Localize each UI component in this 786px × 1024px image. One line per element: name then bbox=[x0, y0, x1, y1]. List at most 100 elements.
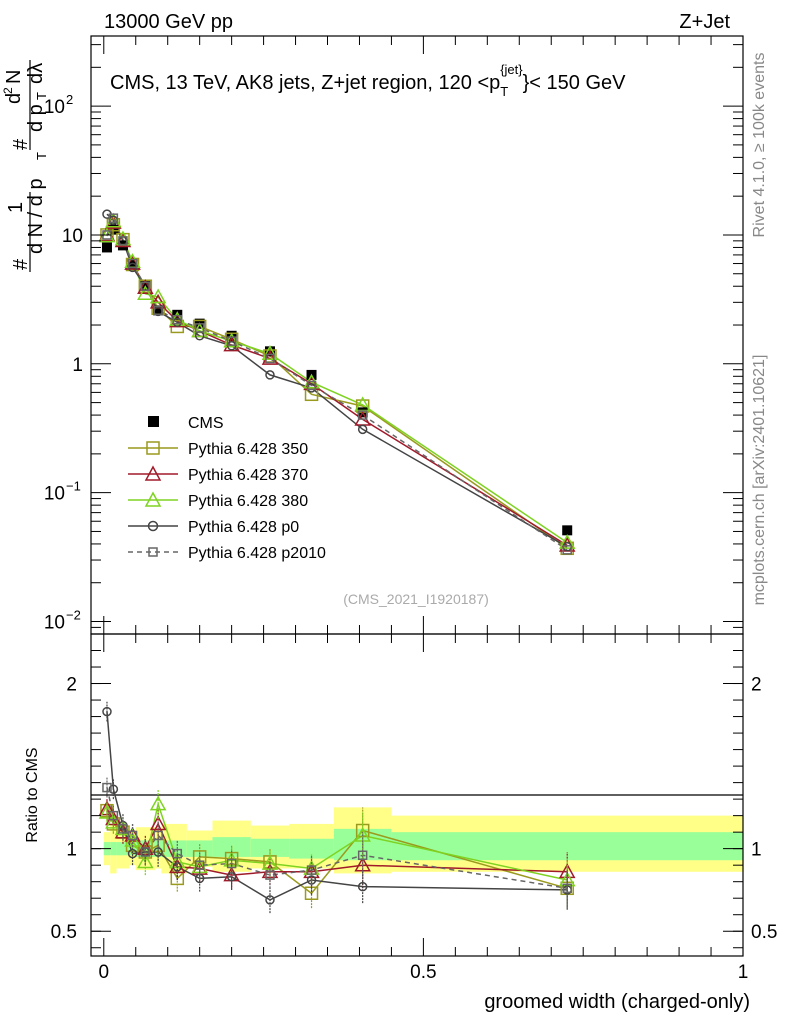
uncertainty-band-stat bbox=[110, 842, 117, 856]
ratio-ytick-label-right: 1 bbox=[751, 840, 762, 861]
ylabel-n: N bbox=[3, 70, 25, 84]
cms-data-point bbox=[562, 525, 573, 536]
point-p2010 bbox=[306, 380, 317, 391]
watermark: (CMS_2021_I1920187) bbox=[343, 591, 489, 607]
point-p2010 bbox=[153, 305, 163, 316]
ylabel-t2: T bbox=[34, 92, 49, 100]
ylabel-one: 1 bbox=[5, 202, 27, 213]
ratio-point-p2010 bbox=[102, 782, 112, 793]
legend-label-p0: Pythia 6.428 p0 bbox=[188, 519, 299, 536]
ratio-point-p2010 bbox=[140, 847, 151, 857]
ratio-point-p380 bbox=[137, 853, 154, 869]
main-ytick-label: 1 bbox=[72, 355, 83, 376]
ylabel-t1: T bbox=[34, 152, 49, 160]
point-p2010 bbox=[562, 545, 572, 555]
ratio-point-p2010 bbox=[265, 870, 275, 880]
cms-data-point bbox=[101, 242, 112, 253]
ratio-point-p380 bbox=[149, 795, 167, 811]
main-ytick-label: 10 bbox=[44, 484, 65, 505]
ratio-xtick-label: 1 bbox=[738, 962, 749, 983]
ratio-frame bbox=[90, 633, 744, 957]
ratio-point-p380 bbox=[105, 813, 122, 829]
ratio-ytick-label: 1 bbox=[66, 840, 77, 861]
legend-label-350: Pythia 6.428 350 bbox=[188, 441, 308, 458]
legend-marker-p2010 bbox=[148, 547, 158, 557]
uncertainty-band-stat bbox=[250, 838, 290, 857]
x-axis-label: groomed width (charged-only) bbox=[484, 991, 750, 1013]
ratio-point-p2010 bbox=[562, 883, 572, 894]
title-sub: T bbox=[500, 84, 508, 99]
legend-marker-370 bbox=[144, 465, 162, 481]
point-p0 bbox=[357, 424, 368, 435]
ratio-point-p2010 bbox=[153, 830, 163, 841]
header-right: Z+Jet bbox=[679, 11, 730, 33]
point-p2010 bbox=[118, 236, 128, 246]
ratio-ylabel: Ratio to CMS bbox=[24, 747, 41, 842]
legend-marker-380 bbox=[144, 491, 162, 507]
header-left: 13000 GeV pp bbox=[104, 11, 233, 33]
ylabel-dn: d N / d p bbox=[25, 178, 47, 254]
ratio-point-p0 bbox=[265, 895, 275, 905]
main-ylabel: # 1 d N / d p T # d 2 N d p T dλ bbox=[1, 60, 49, 272]
ratio-panel: 0.5 0.51 12 20 0.5 1 Ratio to CMS groomed wid… bbox=[24, 633, 777, 1013]
legend: CMS Pythia 6.428 350 Pythia 6.428 370 Py… bbox=[128, 415, 326, 562]
main-ytick-label: 10 bbox=[44, 613, 65, 634]
ratio-ytick-label-right: 0.5 bbox=[751, 922, 777, 943]
point-p2010 bbox=[265, 353, 275, 364]
ratio-point-p2010 bbox=[306, 865, 317, 875]
legend-marker-cms bbox=[148, 416, 159, 427]
point-p380 bbox=[558, 534, 576, 549]
legend-label-380: Pythia 6.428 380 bbox=[188, 493, 308, 510]
ratio-xtick-label: 0 bbox=[98, 962, 109, 983]
legend-label-cms: CMS bbox=[188, 415, 224, 432]
point-p2010 bbox=[172, 314, 183, 325]
ratio-point-p2010 bbox=[108, 810, 119, 821]
point-p380 bbox=[137, 285, 154, 301]
point-p2010 bbox=[226, 336, 237, 346]
ratio-point-p0 bbox=[108, 784, 119, 794]
main-ytick-exp: −1 bbox=[66, 479, 81, 494]
ratio-point-p2010 bbox=[226, 858, 237, 869]
ratio-point-p2010 bbox=[118, 824, 128, 834]
ratio-point-p370 bbox=[149, 815, 167, 831]
point-p2010 bbox=[194, 323, 205, 333]
ratio-point-p2010 bbox=[194, 860, 205, 870]
point-p0 bbox=[265, 370, 275, 380]
legend-marker-p0 bbox=[147, 520, 159, 532]
ratio-point-p2010 bbox=[172, 848, 183, 859]
uncertainty-band-stat bbox=[289, 838, 334, 859]
ylabel-dl: dλ bbox=[25, 63, 47, 84]
ratio-point-p0 bbox=[153, 847, 163, 857]
main-ytick-exp: 2 bbox=[66, 92, 73, 107]
title-suffix: }< 150 GeV bbox=[523, 72, 627, 94]
series-line-p2010 bbox=[106, 216, 568, 551]
title-prefix: CMS, 13 TeV, AK8 jets, Z+jet region, 120… bbox=[110, 72, 500, 94]
point-p380 bbox=[261, 345, 279, 360]
point-p380 bbox=[149, 288, 167, 304]
uncertainty-band-stat bbox=[391, 832, 743, 861]
ylabel-d2n: d bbox=[3, 93, 25, 104]
ratio-ytick-label-right: 2 bbox=[751, 675, 762, 696]
ratio-xtick-label: 0.5 bbox=[410, 962, 436, 983]
rivet-label: Rivet 4.1.0, ≥ 100k events bbox=[751, 53, 768, 238]
legend-label-p2010: Pythia 6.428 p2010 bbox=[188, 545, 326, 562]
point-p2010 bbox=[357, 410, 368, 420]
point-p2010 bbox=[108, 213, 119, 223]
ylabel-d2n-exp: 2 bbox=[1, 87, 15, 94]
series-line-p380 bbox=[106, 219, 568, 544]
ylabel-dpt: d p bbox=[25, 104, 47, 132]
title-sup: {jet} bbox=[500, 62, 523, 77]
main-ytick-label: 10 bbox=[62, 226, 83, 247]
main-ytick-exp: −2 bbox=[66, 608, 81, 623]
mcplots-label: mcplots.cern.ch [arXiv:2401.10621] bbox=[751, 355, 768, 606]
ratio-point-p2010 bbox=[127, 830, 138, 841]
ratio-point-p0 bbox=[127, 848, 138, 859]
ratio-point-p0 bbox=[357, 881, 368, 892]
cms-data-point bbox=[153, 305, 164, 316]
legend-label-370: Pythia 6.428 370 bbox=[188, 467, 308, 484]
ratio-point-p0 bbox=[102, 706, 112, 717]
ratio-ytick-label: 2 bbox=[66, 675, 77, 696]
ylabel-hash-1: # bbox=[10, 258, 32, 270]
